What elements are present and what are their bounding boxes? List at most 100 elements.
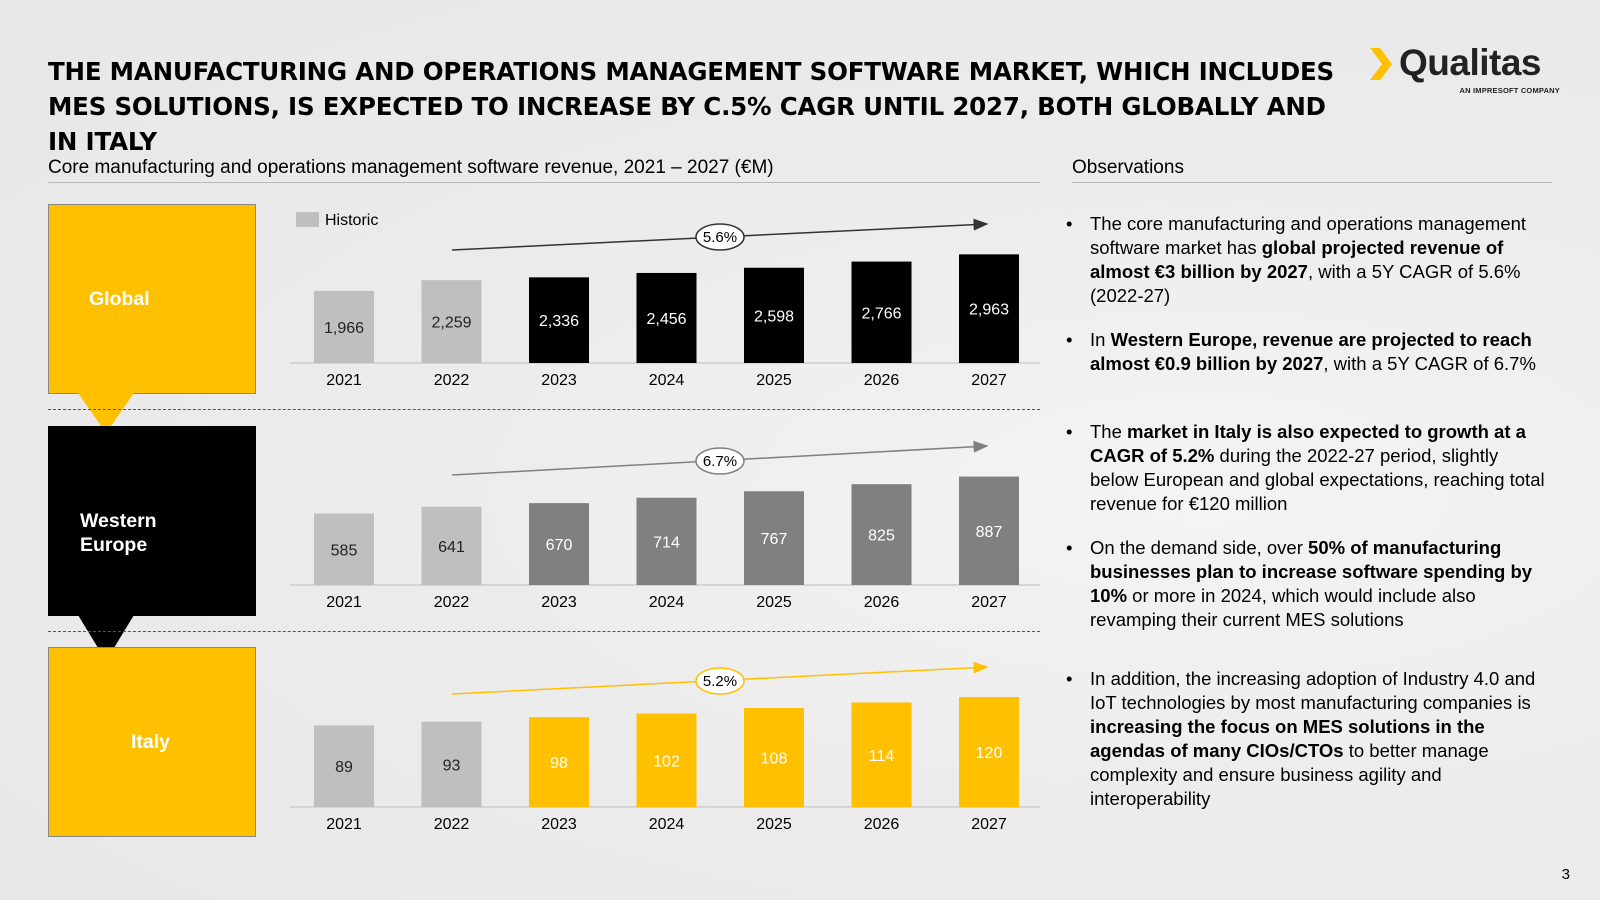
tick-label-global-2027: 2027 [971,372,1007,389]
observation-text: In addition, the increasing adoption of … [1090,668,1536,713]
data-label-global-2027: 2,963 [969,302,1009,319]
data-label-western-europe-2025: 767 [761,531,788,548]
bar-western-europe-2027 [959,476,1019,585]
tick-label-global-2026: 2026 [864,372,900,389]
observation-text: On the demand side, over [1090,537,1309,558]
cagr-bubble-global [695,223,745,251]
data-label-italy-2022: 93 [443,757,461,774]
cagr-label-global: 5.6% [703,229,737,246]
bar-italy-2022 [421,721,482,807]
data-label-italy-2023: 98 [550,755,568,772]
logo-chevron-icon [1370,48,1392,80]
separator-line [48,409,1040,410]
tick-label-western-europe-2025: 2025 [756,594,792,611]
page-title: THE MANUFACTURING AND OPERATIONS MANAGEM… [48,57,1334,156]
tick-label-italy-2021: 2021 [326,816,362,833]
company-logo: Qualitas AN IMPRESOFT COMPANY [1368,42,1568,98]
observation-text: In [1090,329,1111,350]
observation-text: , with a 5Y CAGR of 6.7% [1323,353,1536,374]
data-label-global-2025: 2,598 [754,308,794,325]
observation-text: , with a 5Y CAGR of 5.6% (2022-27) [1090,261,1521,306]
bar-global-2023 [529,277,589,363]
observation-item: In addition, the increasing adoption of … [1066,667,1545,811]
data-label-italy-2024: 102 [653,753,680,770]
data-label-italy-2025: 108 [761,751,788,768]
data-label-global-2022: 2,259 [431,315,471,332]
cagr-bubble-italy [695,667,745,695]
observation-item: The market in Italy is also expected to … [1066,420,1545,516]
tick-label-global-2022: 2022 [434,372,470,389]
bar-western-europe-2021 [314,513,374,585]
observation-bold-text: Western Europe, revenue are projected to… [1090,329,1532,374]
data-label-global-2021: 1,966 [324,320,364,337]
legend-swatch-historic [296,212,319,227]
data-label-western-europe-2024: 714 [653,534,680,551]
data-label-western-europe-2021: 585 [331,542,358,559]
tick-label-western-europe-2023: 2023 [541,594,577,611]
separator-line [48,631,1040,632]
logo-wordmark: Qualitas [1399,42,1542,83]
tick-label-italy-2027: 2027 [971,816,1007,833]
observation-item: On the demand side, over 50% of manufact… [1066,536,1545,632]
observation-text: during the 2022-27 period, slightly belo… [1090,445,1545,514]
bar-global-2025 [744,267,804,363]
bar-global-2026 [851,261,912,363]
bar-italy-2026 [851,702,912,807]
bar-italy-2024 [636,713,697,807]
data-label-global-2024: 2,456 [646,311,686,328]
data-label-global-2023: 2,336 [539,313,579,330]
bar-italy-2027 [959,697,1019,807]
data-label-italy-2021: 89 [335,759,353,776]
data-label-western-europe-2026: 825 [868,528,895,545]
legend-label-historic: Historic [325,212,379,229]
observation-bold-text: 50% of manufacturing businesses plan to … [1090,537,1533,606]
bar-italy-2025 [744,708,804,807]
chart-heading: Core manufacturing and operations manage… [48,157,1040,183]
observations-heading: Observations [1072,157,1552,183]
bar-italy-2023 [529,717,589,807]
tick-label-western-europe-2027: 2027 [971,594,1007,611]
cagr-bubble-western-europe [695,447,745,475]
region-box-western-europe [48,426,256,616]
data-label-western-europe-2027: 887 [976,524,1003,541]
tick-label-global-2024: 2024 [649,372,685,389]
bar-global-2024 [636,272,697,363]
region-label-italy: Italy [131,731,171,753]
bar-global-2027 [959,254,1019,363]
tick-label-western-europe-2024: 2024 [649,594,685,611]
bar-western-europe-2026 [851,484,912,585]
region-box-global [48,204,256,394]
data-label-western-europe-2023: 670 [546,537,573,554]
cagr-label-italy: 5.2% [703,673,737,690]
page-number: 3 [1561,866,1570,883]
bar-western-europe-2024 [636,497,697,585]
tick-label-italy-2022: 2022 [434,816,470,833]
data-label-italy-2027: 120 [976,745,1003,762]
region-label-western-europe: Western Europe [80,510,157,556]
bar-italy-2021 [314,725,374,807]
observation-item: The core manufacturing and operations ma… [1066,212,1545,308]
tick-label-global-2023: 2023 [541,372,577,389]
observation-bold-text: market in Italy is also expected to grow… [1090,421,1526,466]
observation-text: or more in 2024, which would include als… [1090,585,1476,630]
observation-text: The [1090,421,1128,442]
bar-western-europe-2025 [744,491,804,585]
tick-label-italy-2025: 2025 [756,816,792,833]
data-label-western-europe-2022: 641 [438,539,465,556]
region-box-italy [48,647,256,837]
data-label-italy-2026: 114 [869,748,895,765]
bar-global-2021 [314,290,374,363]
bar-western-europe-2023 [529,503,589,585]
tick-label-global-2025: 2025 [756,372,792,389]
tick-label-italy-2024: 2024 [649,816,685,833]
region-label-global: Global [89,288,150,310]
data-label-global-2026: 2,766 [861,305,901,322]
tick-label-italy-2026: 2026 [864,816,900,833]
observation-text: The core manufacturing and operations ma… [1090,213,1527,258]
observation-bold-text: increasing the focus on MES solutions in… [1090,716,1485,761]
observation-item: In Western Europe, revenue are projected… [1066,328,1545,376]
tick-label-italy-2023: 2023 [541,816,577,833]
tick-label-western-europe-2021: 2021 [326,594,362,611]
chart-legend: Historic [296,212,378,230]
